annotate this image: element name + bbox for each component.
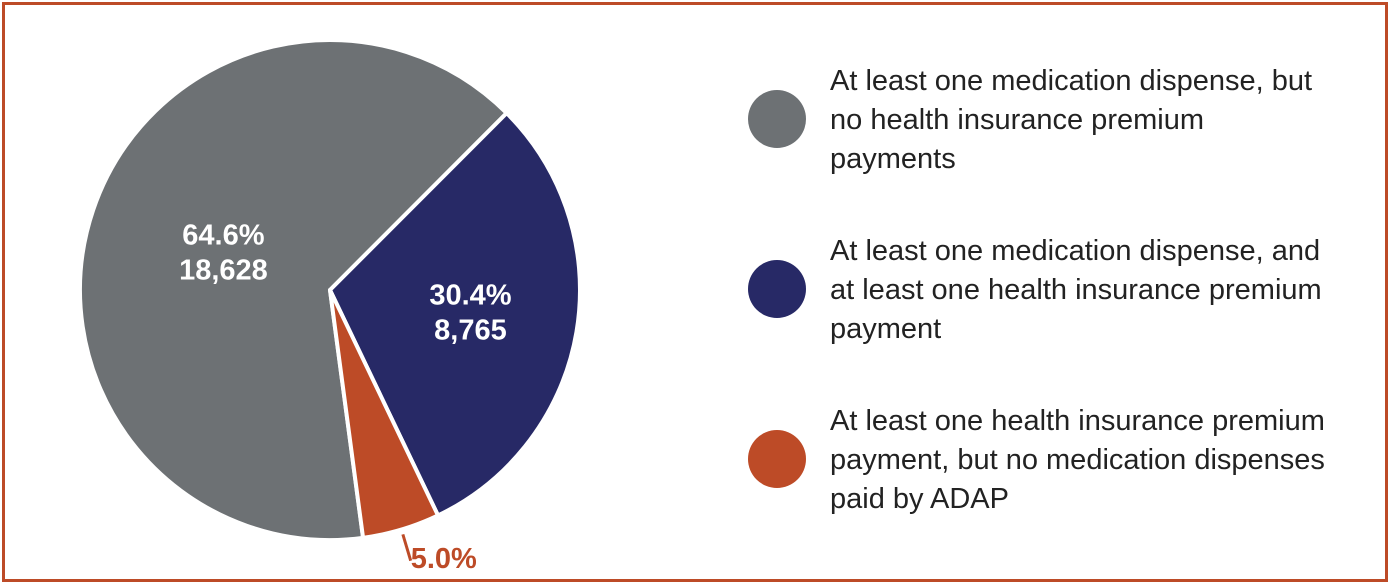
legend-label: At least one health insurance premium pa… (830, 405, 1325, 515)
pie-slice (78, 38, 509, 542)
count-label: 8,765 (434, 315, 507, 347)
value-label: 5.0% (411, 543, 477, 573)
legend-item: At least one health insurance premium pa… (748, 402, 1348, 532)
legend-item: At least one medication dispense, and at… (748, 232, 1348, 362)
legend-label: At least one medication dispense, and at… (830, 235, 1322, 345)
value-label: 30.4% (429, 280, 511, 312)
pie-slice (328, 111, 582, 518)
leader-line (401, 533, 413, 562)
legend-item: At least one medication dispense, but no… (748, 62, 1348, 192)
legend-swatch (748, 260, 806, 318)
legend-label: At least one medication dispense, but no… (830, 65, 1313, 175)
legend-swatch (748, 430, 806, 488)
value-label: 64.6% (182, 220, 264, 252)
count-label: 18,628 (179, 255, 268, 287)
legend-swatch (748, 90, 806, 148)
pie-slice (328, 288, 441, 540)
